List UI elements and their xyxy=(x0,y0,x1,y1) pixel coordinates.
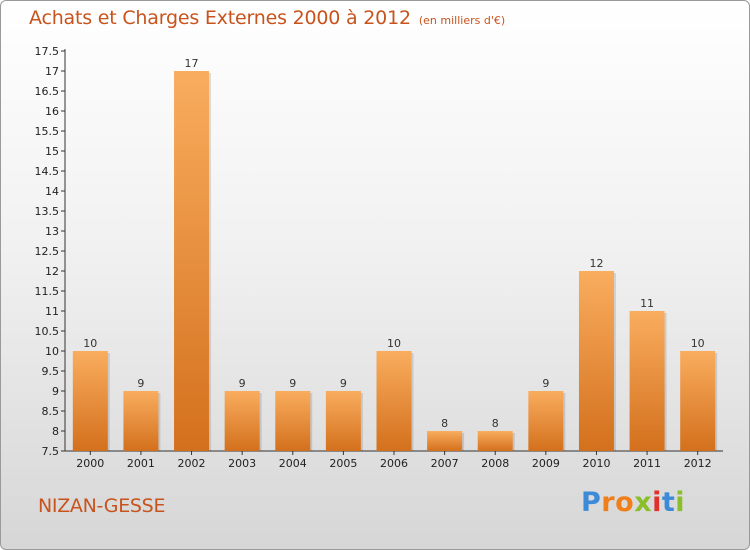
x-tick-label: 2006 xyxy=(380,457,408,470)
bar-value-label: 8 xyxy=(441,417,448,430)
bar-value-label: 17 xyxy=(185,57,199,70)
y-tick-label: 10 xyxy=(45,345,59,358)
y-tick-label: 17 xyxy=(45,65,59,78)
bar-value-label: 9 xyxy=(542,377,549,390)
x-tick-label: 2009 xyxy=(532,457,560,470)
x-tick-label: 2012 xyxy=(684,457,712,470)
logo-letter: r xyxy=(601,487,616,518)
chart-title: Achats et Charges Externes 2000 à 2012 (e… xyxy=(29,7,505,29)
proxiti-logo: Proxiti xyxy=(581,487,685,518)
logo-letter: i xyxy=(652,487,662,518)
y-tick-label: 7.5 xyxy=(42,445,60,458)
x-tick-label: 2004 xyxy=(279,457,307,470)
bar xyxy=(528,391,564,451)
chart-bars: 10 9 17 9 9 9 10 8 8 9 12 11 10 xyxy=(72,57,718,451)
y-tick-label: 14.5 xyxy=(35,165,60,178)
x-tick-label: 2010 xyxy=(582,457,610,470)
y-tick-label: 14 xyxy=(45,185,59,198)
bar xyxy=(578,271,614,451)
bar xyxy=(72,351,108,451)
bar-value-label: 11 xyxy=(640,297,654,310)
y-tick-label: 9.5 xyxy=(42,365,60,378)
bar-value-label: 10 xyxy=(387,337,401,350)
y-tick-label: 12.5 xyxy=(35,245,60,258)
x-tick-label: 2007 xyxy=(431,457,459,470)
bar xyxy=(174,71,210,451)
x-tick-label: 2005 xyxy=(329,457,357,470)
bar xyxy=(123,391,159,451)
logo-letter: P xyxy=(581,487,602,518)
y-tick-label: 11 xyxy=(45,305,59,318)
bar-value-label: 9 xyxy=(137,377,144,390)
y-tick-label: 10.5 xyxy=(35,325,60,338)
y-tick-label: 11.5 xyxy=(35,285,60,298)
y-tick-label: 12 xyxy=(45,265,59,278)
x-tick-label: 2011 xyxy=(633,457,661,470)
x-tick-label: 2002 xyxy=(178,457,206,470)
x-tick-label: 2003 xyxy=(228,457,256,470)
logo-letter: x xyxy=(634,487,653,518)
commune-name: NIZAN-GESSE xyxy=(38,495,166,517)
y-tick-label: 17.5 xyxy=(35,45,60,58)
bar-value-label: 10 xyxy=(83,337,97,350)
bar-value-label: 9 xyxy=(340,377,347,390)
x-tick-label: 2008 xyxy=(481,457,509,470)
logo-letter: i xyxy=(675,487,686,518)
y-tick-label: 13 xyxy=(45,225,59,238)
y-tick-label: 13.5 xyxy=(35,205,60,218)
y-tick-label: 15 xyxy=(45,145,59,158)
bar xyxy=(275,391,311,451)
bar xyxy=(427,431,463,451)
bar xyxy=(325,391,361,451)
bar-value-label: 10 xyxy=(691,337,705,350)
y-tick-label: 16 xyxy=(45,105,59,118)
bar xyxy=(224,391,260,451)
bar-value-label: 9 xyxy=(289,377,296,390)
y-tick-label: 8.5 xyxy=(42,405,60,418)
bar-value-label: 8 xyxy=(492,417,499,430)
bar-value-label: 12 xyxy=(589,257,603,270)
y-tick-label: 8 xyxy=(52,425,59,438)
bar-value-label: 9 xyxy=(239,377,246,390)
y-tick-label: 9 xyxy=(52,385,59,398)
bar xyxy=(477,431,513,451)
bar xyxy=(376,351,412,451)
bar xyxy=(629,311,665,451)
bar xyxy=(680,351,716,451)
logo-letter: o xyxy=(615,487,635,518)
y-tick-label: 15.5 xyxy=(35,125,60,138)
x-tick-label: 2000 xyxy=(76,457,104,470)
logo-letter: t xyxy=(661,487,676,518)
y-tick-label: 16.5 xyxy=(35,85,60,98)
x-tick-label: 2001 xyxy=(127,457,155,470)
chart-title-text: Achats et Charges Externes 2000 à 2012 xyxy=(29,7,411,29)
chart-subtitle: (en milliers d'€) xyxy=(418,14,506,27)
